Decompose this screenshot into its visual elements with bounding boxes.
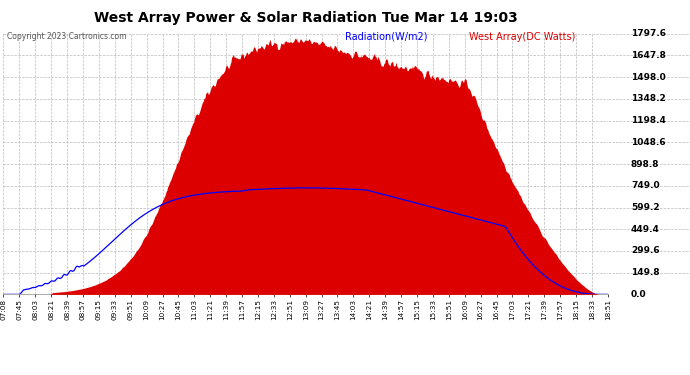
Text: 0.0: 0.0 <box>631 290 647 299</box>
Text: West Array Power & Solar Radiation Tue Mar 14 19:03: West Array Power & Solar Radiation Tue M… <box>94 11 518 25</box>
Text: Copyright 2023 Cartronics.com: Copyright 2023 Cartronics.com <box>7 32 126 41</box>
Text: 1198.4: 1198.4 <box>631 116 666 125</box>
Text: Radiation(W/m2): Radiation(W/m2) <box>345 32 428 42</box>
Text: 1647.8: 1647.8 <box>631 51 666 60</box>
Text: 1797.6: 1797.6 <box>631 29 666 38</box>
Text: 449.4: 449.4 <box>631 225 660 234</box>
Text: 1348.2: 1348.2 <box>631 94 666 104</box>
Text: 1048.6: 1048.6 <box>631 138 666 147</box>
Text: West Array(DC Watts): West Array(DC Watts) <box>469 32 575 42</box>
Text: 599.2: 599.2 <box>631 203 660 212</box>
Text: 299.6: 299.6 <box>631 246 660 255</box>
Text: 749.0: 749.0 <box>631 181 660 190</box>
Text: 1498.0: 1498.0 <box>631 73 666 82</box>
Text: 149.8: 149.8 <box>631 268 660 277</box>
Text: 898.8: 898.8 <box>631 160 660 169</box>
